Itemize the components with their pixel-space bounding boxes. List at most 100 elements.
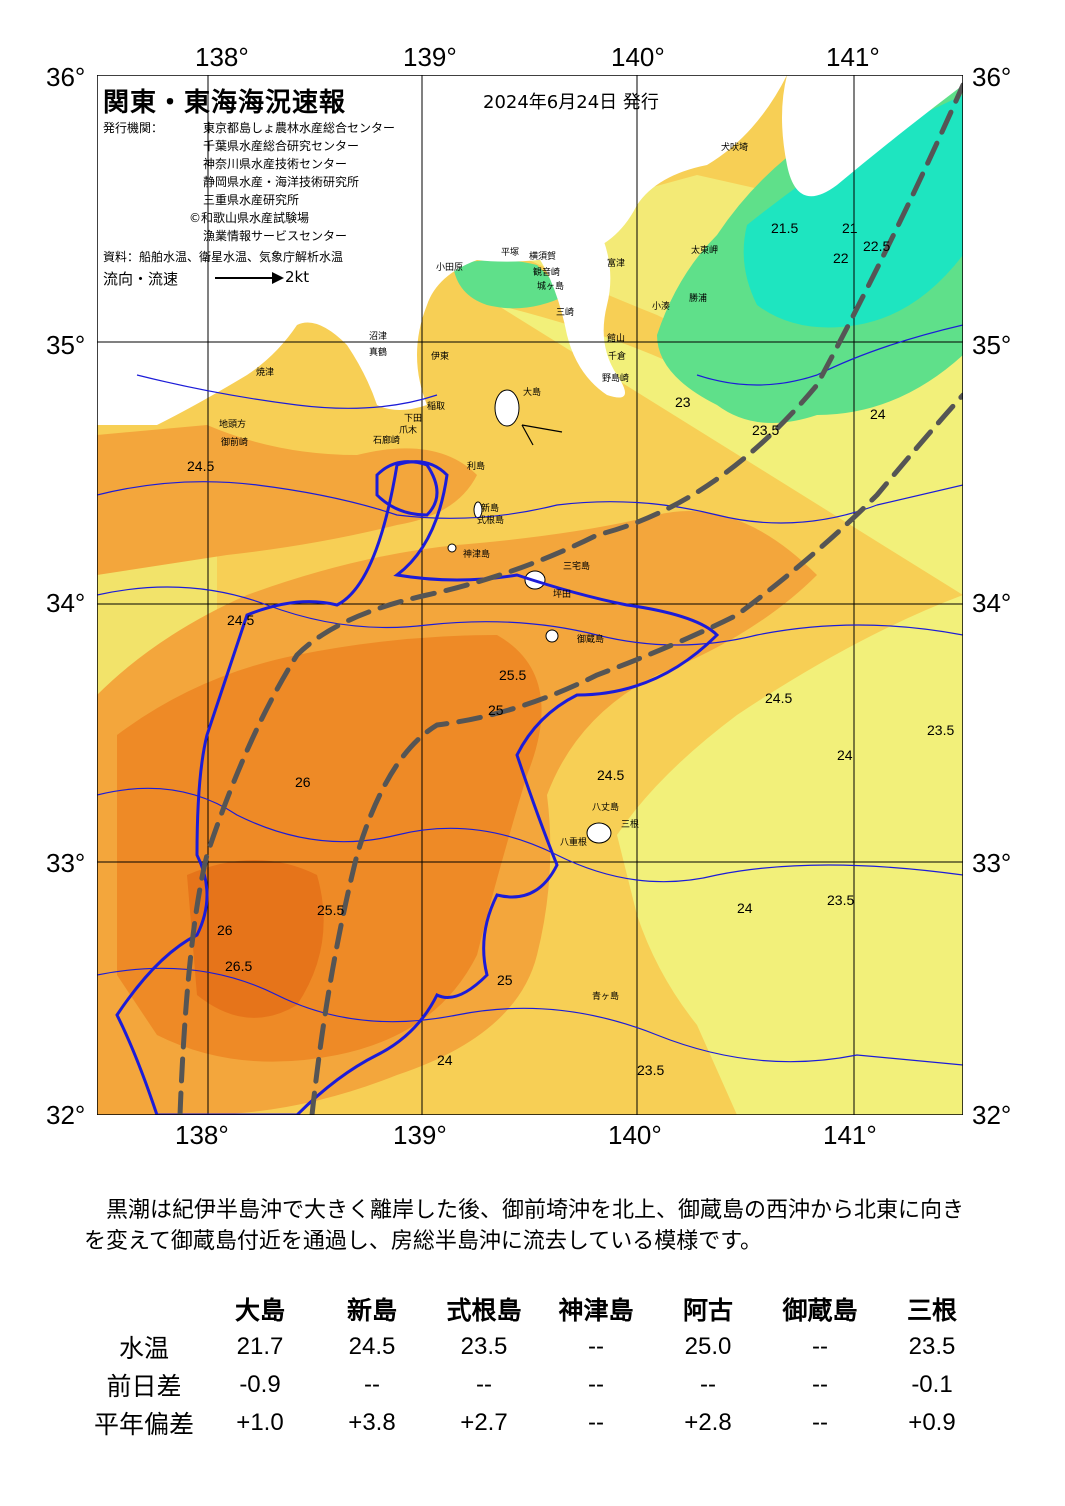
table-row: 平年偏差 +1.0 +3.8 +2.7 -- +2.8 -- +0.9 [84, 1404, 988, 1442]
place-label: 下田 [404, 413, 422, 424]
island-oshima [494, 389, 520, 427]
isotherm-label: 24 [737, 900, 753, 916]
place-label: 真鶴 [369, 346, 387, 358]
place-label: 焼津 [256, 367, 274, 378]
lat-label-left-36: 36° [46, 62, 86, 92]
table-cell: -- [588, 1371, 604, 1398]
table-cell: -- [812, 1371, 828, 1398]
isotherm-label: 26 [295, 774, 311, 790]
table-row-header: 前日差 [106, 1372, 182, 1401]
isotherm-label: 23.5 [752, 422, 779, 438]
isotherm-label: 21 [842, 220, 858, 236]
table-header-row: 大島 新島 式根島 神津島 阿古 御蔵島 三根 [84, 1290, 988, 1328]
table-column-header: 御蔵島 [782, 1296, 858, 1325]
table-cell: +2.7 [460, 1409, 508, 1436]
land-honshu [97, 75, 787, 425]
table-cell: -0.1 [911, 1371, 953, 1398]
place-label: 利島 [467, 460, 485, 472]
place-label: 式根島 [477, 514, 504, 526]
issuer-org: ©和歌山県水産試験場 [189, 211, 310, 225]
place-label: 小湊 [652, 300, 670, 312]
isotherm-label: 24 [837, 747, 853, 763]
table-cell: -0.9 [239, 1371, 281, 1398]
place-label: 八丈島 [592, 801, 619, 813]
place-label: 野島崎 [602, 372, 629, 384]
isotherm-label: 24.5 [227, 612, 254, 628]
lat-label-right-32: 32° [972, 1100, 1012, 1130]
lon-label-bottom-141: 141° [823, 1120, 877, 1150]
isotherm-label: 23.5 [827, 892, 854, 908]
flow-legend-arrowhead-icon [272, 272, 284, 284]
isotherm-lines [97, 324, 963, 1066]
description-text: 黒潮は紀伊半島沖で大きく離岸した後、御前埼沖を北上、御蔵島の西沖から北東に向きを… [84, 1198, 965, 1254]
table-column-header: 三根 [906, 1296, 957, 1325]
place-label: 爪木 [399, 424, 417, 436]
flow-legend-unit: 2kt [285, 268, 310, 286]
isotherm-label: 26.5 [225, 958, 252, 974]
issuer-org: 東京都島しょ農林水産総合センター [203, 121, 396, 135]
issuer-org: 静岡県水産・海洋技術研究所 [203, 175, 360, 189]
place-label: 三崎 [556, 306, 574, 318]
isotherm-label: 23.5 [927, 722, 954, 738]
lat-label-left-33: 33° [46, 848, 86, 878]
place-label: 平塚 [501, 247, 519, 258]
lon-label-top-141: 141° [826, 42, 880, 72]
isotherm-label: 23 [675, 394, 691, 410]
lat-label-right-36: 36° [972, 62, 1012, 92]
lon-label-top-138: 138° [195, 42, 249, 72]
place-label: 横須賀 [529, 250, 556, 262]
island-hachijojima [586, 822, 612, 844]
table-column-header: 大島 [234, 1296, 285, 1325]
table-cell: 25.0 [684, 1333, 732, 1360]
lat-label-left-32: 32° [46, 1100, 86, 1130]
land-boso-peninsula [533, 202, 625, 398]
place-label: 小田原 [436, 262, 463, 273]
place-label: 石廊崎 [373, 434, 400, 446]
place-label: 新島 [481, 502, 499, 514]
place-label: 三根 [621, 818, 639, 830]
lon-label-bottom-140: 140° [608, 1120, 662, 1150]
isotherm-25-north-loop [375, 460, 439, 517]
sea-zone-warm-north [97, 425, 477, 575]
lon-label-bottom-138: 138° [175, 1120, 229, 1150]
lon-label-top-139: 139° [403, 42, 457, 72]
issuer-org: 神奈川県水産技術センター [203, 157, 348, 171]
table-cell: 24.5 [348, 1333, 396, 1360]
isotherm-label: 22 [833, 250, 849, 266]
table-cell: +1.0 [236, 1409, 284, 1436]
table-cell: 23.5 [460, 1333, 508, 1360]
isotherm-label: 24.5 [597, 767, 624, 783]
isotherm-label: 21.5 [771, 220, 798, 236]
place-label: 城ヶ島 [537, 280, 564, 292]
place-label: 伊東 [431, 350, 449, 362]
island-temperature-table: 大島 新島 式根島 神津島 阿古 御蔵島 三根 水温 21.7 24.5 23.… [84, 1290, 988, 1442]
table-row-header: 平年偏差 [93, 1410, 194, 1439]
island-kozushima [447, 543, 457, 553]
lat-label-left-35: 35° [46, 330, 86, 360]
kuroshio-axis [177, 82, 963, 1115]
table-row-header: 水温 [118, 1334, 169, 1363]
table-cell: 23.5 [908, 1333, 956, 1360]
land-choshi [782, 75, 963, 197]
lon-label-top-140: 140° [611, 42, 665, 72]
issuer-org: 三重県水産研究所 [203, 193, 300, 207]
isotherm-label: 23.5 [637, 1062, 664, 1078]
place-label: 観音崎 [533, 266, 560, 278]
place-label: 神津島 [463, 548, 490, 560]
isotherm-label: 24.5 [187, 458, 214, 474]
place-label: 勝浦 [689, 292, 707, 304]
isotherm-25-main [115, 460, 720, 1115]
table-corner [84, 1290, 204, 1328]
lat-label-right-33: 33° [972, 848, 1012, 878]
isotherm-label: 25.5 [499, 667, 526, 683]
flow-legend-label: 流向・流速 [103, 270, 179, 288]
table-column-header: 新島 [346, 1296, 397, 1325]
issue-date: 2024年6月24日 発行 [483, 92, 659, 113]
table-column-header: 式根島 [446, 1296, 522, 1325]
lat-label-right-35: 35° [972, 330, 1012, 360]
isotherm-label: 24 [437, 1052, 453, 1068]
table-column-header: 神津島 [558, 1296, 634, 1325]
place-label: 地頭方 [219, 418, 246, 430]
place-label: 三宅島 [563, 560, 590, 572]
sea-temperature-map: 犬吠埼 太東岬 勝浦 小湊 館山 千倉 野島崎 富津 横須賀 観音崎 城ヶ島 三… [97, 75, 963, 1115]
